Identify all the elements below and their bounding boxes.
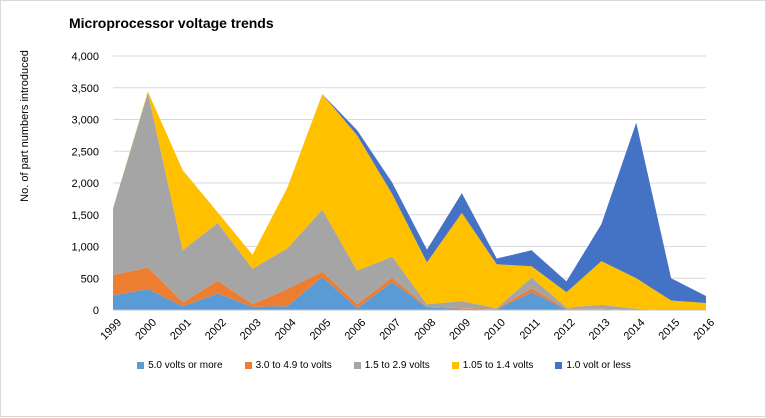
x-tick-label: 2000 (133, 317, 159, 343)
legend-swatch (451, 362, 459, 369)
area-series-1-5-to-2-9-volts (113, 92, 706, 310)
y-tick-label: 2,000 (71, 178, 99, 190)
legend-swatch (244, 362, 252, 369)
y-tick-label: 1,000 (71, 242, 99, 254)
x-tick-label: 2003 (238, 317, 264, 343)
x-tick-label: 2007 (377, 317, 403, 343)
legend-swatch (555, 362, 563, 369)
x-tick-label: 2016 (691, 317, 717, 343)
y-tick-label: 3,000 (71, 115, 99, 127)
area-series-5-0-volts-or-more (113, 276, 706, 310)
legend-swatch (353, 362, 361, 369)
x-tick-label: 2012 (552, 317, 578, 343)
x-tick-label: 2013 (587, 317, 613, 343)
x-tick-label: 1999 (98, 317, 124, 343)
chart-title: Microprocessor voltage trends (69, 15, 274, 31)
stacked-areas (113, 91, 706, 310)
legend-item: 1.5 to 2.9 volts (353, 360, 430, 371)
legend-item: 1.0 volt or less (555, 360, 631, 371)
y-tick-label: 1,500 (71, 210, 99, 222)
x-tick-label: 2015 (657, 317, 683, 343)
y-tick-label: 3,500 (71, 83, 99, 95)
legend-label: 1.05 to 1.4 volts (462, 360, 534, 371)
legend-label: 1.0 volt or less (566, 360, 631, 371)
x-tick-label: 2002 (203, 317, 229, 343)
x-tick-label: 2009 (447, 317, 473, 343)
chart-legend: 5.0 volts or more 3.0 to 4.9 to volts 1.5 … (1, 360, 766, 371)
legend-label: 3.0 to 4.9 to volts (255, 360, 332, 371)
x-tick-label: 2008 (412, 317, 438, 343)
legend-item: 5.0 volts or more (137, 360, 223, 371)
legend-item: 1.05 to 1.4 volts (451, 360, 534, 371)
legend-item: 3.0 to 4.9 to volts (244, 360, 332, 371)
x-tick-label: 2010 (482, 317, 508, 343)
x-tick-label: 2004 (273, 317, 299, 343)
area-series-1-0-volt-or-less (113, 91, 706, 304)
x-tick-label: 2006 (343, 317, 369, 343)
y-tick-label: 0 (93, 305, 99, 317)
x-tick-label: 2005 (308, 317, 334, 343)
x-tick-label: 2001 (168, 317, 194, 343)
area-series-1-05-to-1-4-volts (113, 91, 706, 310)
x-tick-label: 2011 (518, 317, 543, 342)
x-tick-label: 2014 (622, 317, 648, 343)
legend-label: 5.0 volts or more (148, 360, 223, 371)
y-tick-label: 2,500 (71, 146, 99, 158)
y-tick-label: 4,000 (71, 51, 99, 63)
legend-swatch (137, 362, 145, 369)
legend-label: 1.5 to 2.9 volts (364, 360, 430, 371)
y-tick-label: 500 (81, 273, 99, 285)
